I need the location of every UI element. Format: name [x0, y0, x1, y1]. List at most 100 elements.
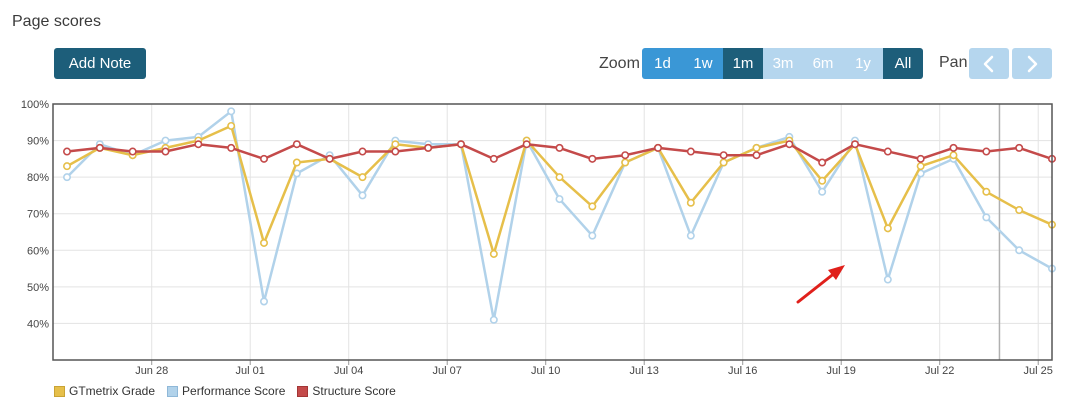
data-point-performance[interactable]: [489, 315, 498, 324]
pan-next-button[interactable]: [1012, 48, 1052, 79]
data-point-gtmetrix[interactable]: [489, 249, 498, 258]
data-point-structure[interactable]: [785, 140, 794, 149]
data-point-gtmetrix[interactable]: [621, 158, 630, 167]
data-point-structure[interactable]: [194, 140, 203, 149]
data-point-structure[interactable]: [424, 143, 433, 152]
data-point-structure[interactable]: [292, 140, 301, 149]
data-point-gtmetrix[interactable]: [62, 162, 71, 171]
zoom-1w-button[interactable]: 1w: [683, 48, 723, 79]
data-point-gtmetrix[interactable]: [818, 176, 827, 185]
x-tick-label: Jul 13: [630, 365, 659, 377]
data-point-gtmetrix[interactable]: [259, 238, 268, 247]
data-point-structure[interactable]: [555, 143, 564, 152]
chart-legend: GTmetrix Grade Performance Score Structu…: [54, 384, 396, 398]
zoom-all-button[interactable]: All: [883, 48, 923, 79]
data-point-structure[interactable]: [259, 154, 268, 163]
data-point-structure[interactable]: [456, 140, 465, 149]
plot-frame: [52, 103, 1053, 361]
data-point-gtmetrix[interactable]: [555, 173, 564, 182]
legend-swatch-structure: [297, 385, 309, 397]
data-point-gtmetrix[interactable]: [883, 224, 892, 233]
zoom-1d-button[interactable]: 1d: [642, 48, 683, 79]
data-point-structure[interactable]: [227, 143, 236, 152]
grid-layer: [53, 103, 1052, 365]
data-point-structure[interactable]: [128, 147, 137, 156]
data-point-structure[interactable]: [588, 154, 597, 163]
data-point-performance[interactable]: [292, 169, 301, 178]
data-point-performance[interactable]: [1015, 246, 1024, 255]
data-point-structure[interactable]: [489, 154, 498, 163]
x-tick-label: Jul 25: [1024, 365, 1053, 377]
y-tick-label: 100%: [21, 99, 49, 111]
data-point-structure[interactable]: [621, 151, 630, 160]
data-point-gtmetrix[interactable]: [391, 140, 400, 149]
data-point-performance[interactable]: [227, 107, 236, 116]
data-point-performance[interactable]: [883, 275, 892, 284]
data-point-performance[interactable]: [555, 195, 564, 204]
chevron-left-icon: [983, 55, 994, 72]
zoom-button-group: 1d 1w 1m 3m 6m 1y All: [642, 48, 923, 79]
zoom-1m-button[interactable]: 1m: [723, 48, 763, 79]
pan-prev-button[interactable]: [969, 48, 1009, 79]
data-point-gtmetrix[interactable]: [588, 202, 597, 211]
data-point-gtmetrix[interactable]: [227, 121, 236, 130]
data-point-structure[interactable]: [62, 147, 71, 156]
data-point-performance[interactable]: [161, 136, 170, 145]
data-point-performance[interactable]: [982, 213, 991, 222]
data-point-gtmetrix[interactable]: [719, 158, 728, 167]
data-point-structure[interactable]: [358, 147, 367, 156]
chevron-right-icon: [1027, 55, 1038, 72]
data-point-structure[interactable]: [686, 147, 695, 156]
data-point-gtmetrix[interactable]: [1015, 206, 1024, 215]
zoom-3m-button[interactable]: 3m: [763, 48, 803, 79]
legend-label-structure: Structure Score: [312, 384, 396, 398]
data-point-performance[interactable]: [62, 173, 71, 182]
data-point-gtmetrix[interactable]: [292, 158, 301, 167]
data-point-structure[interactable]: [653, 143, 662, 152]
y-tick-label: 40%: [27, 318, 49, 330]
data-point-structure[interactable]: [850, 140, 859, 149]
data-point-structure[interactable]: [883, 147, 892, 156]
zoom-1y-button[interactable]: 1y: [843, 48, 883, 79]
data-point-gtmetrix[interactable]: [949, 151, 958, 160]
x-tick-label: Jul 19: [827, 365, 856, 377]
data-point-gtmetrix[interactable]: [982, 187, 991, 196]
data-point-gtmetrix[interactable]: [686, 198, 695, 207]
data-point-structure[interactable]: [522, 140, 531, 149]
pan-button-group: [969, 48, 1052, 79]
data-point-performance[interactable]: [686, 231, 695, 240]
series-layer: [62, 107, 1057, 324]
legend-item-gtmetrix[interactable]: GTmetrix Grade: [54, 384, 155, 398]
data-point-performance[interactable]: [358, 191, 367, 200]
pan-label: Pan: [939, 54, 968, 71]
data-point-structure[interactable]: [818, 158, 827, 167]
data-point-gtmetrix[interactable]: [752, 143, 761, 152]
data-point-gtmetrix[interactable]: [916, 162, 925, 171]
data-point-performance[interactable]: [818, 187, 827, 196]
x-tick-label: Jul 07: [433, 365, 462, 377]
legend-swatch-gtmetrix: [54, 385, 65, 397]
data-point-performance[interactable]: [259, 297, 268, 306]
data-point-structure[interactable]: [1015, 143, 1024, 152]
zoom-6m-button[interactable]: 6m: [803, 48, 843, 79]
y-tick-label: 90%: [27, 136, 49, 148]
data-point-structure[interactable]: [982, 147, 991, 156]
data-point-performance[interactable]: [588, 231, 597, 240]
data-point-structure[interactable]: [752, 151, 761, 160]
legend-label-gtmetrix: GTmetrix Grade: [69, 384, 156, 398]
legend-item-structure[interactable]: Structure Score: [297, 384, 396, 398]
data-point-structure[interactable]: [325, 154, 334, 163]
data-point-structure[interactable]: [95, 143, 104, 152]
x-tick-label: Jun 28: [135, 365, 168, 377]
data-point-gtmetrix[interactable]: [358, 173, 367, 182]
data-point-structure[interactable]: [391, 147, 400, 156]
x-tick-label: Jul 01: [236, 365, 265, 377]
axis-label-layer: 40% 50% 60% 70% 80% 90% 100% Jun 28 Jul 01 Jul 04…: [21, 99, 1053, 377]
add-note-button[interactable]: Add Note: [54, 48, 146, 79]
data-point-structure[interactable]: [916, 154, 925, 163]
data-point-structure[interactable]: [719, 151, 728, 160]
legend-item-performance[interactable]: Performance Score: [167, 384, 285, 398]
data-point-structure[interactable]: [161, 147, 170, 156]
data-point-structure[interactable]: [949, 143, 958, 152]
